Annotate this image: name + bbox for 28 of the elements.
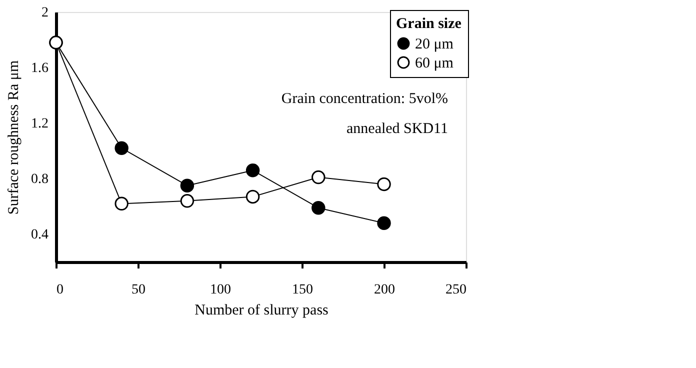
x-tick-label: 150	[292, 282, 313, 298]
y-tick-label: 1.2	[31, 116, 48, 132]
x-tick-label: 100	[210, 282, 231, 298]
y-tick-label: 1.6	[31, 61, 48, 76]
y-axis-title: Surface roughness Ra μm	[6, 60, 22, 215]
point	[180, 178, 194, 192]
x-tick-label: 0	[56, 282, 64, 298]
x-tick-label: 50	[132, 282, 146, 298]
point	[246, 163, 260, 178]
point	[377, 216, 391, 230]
legend-title: Grain size	[396, 16, 462, 32]
y-tick-label: 0.4	[31, 228, 48, 243]
point	[312, 170, 326, 184]
y-tick-label: 2	[42, 6, 48, 20]
x-tick-label: 200	[374, 282, 395, 298]
point	[312, 200, 326, 215]
x-tick-label: 250	[446, 282, 466, 298]
legend-label: 60 μm	[415, 56, 454, 72]
point	[180, 194, 194, 208]
point	[246, 190, 260, 204]
legend-label: 20 μm	[415, 36, 454, 52]
annotation: annealed SKD11	[346, 121, 448, 137]
point	[377, 177, 391, 192]
point	[114, 196, 128, 211]
y-tick-label: 0.8	[31, 172, 48, 188]
x-axis-title: Number of slurry pass	[194, 302, 329, 318]
point	[114, 141, 128, 155]
annotation: Grain concentration: 5vol%	[281, 91, 448, 107]
